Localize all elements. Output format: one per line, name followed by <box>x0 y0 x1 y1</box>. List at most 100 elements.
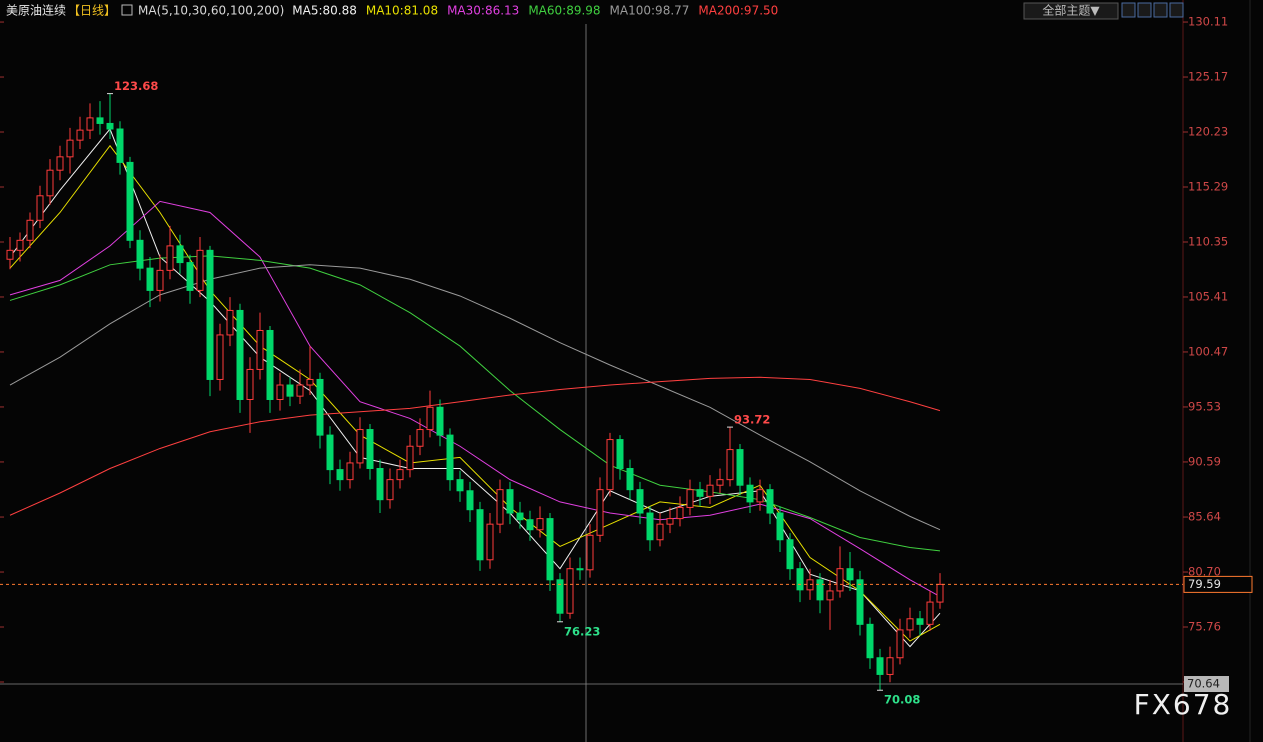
candle-body <box>696 489 704 497</box>
ma-label: MA(5,10,30,60,100,200) <box>138 4 284 18</box>
candle-body <box>746 484 754 503</box>
candle-body <box>816 579 824 601</box>
candle-body <box>166 245 174 271</box>
candle-body <box>886 657 894 675</box>
candle-body <box>756 489 764 503</box>
candle-body <box>396 469 404 481</box>
candle-body <box>276 384 284 400</box>
candle-body <box>596 489 604 536</box>
candle-body <box>506 489 514 514</box>
theme-button-label[interactable]: 全部主题▼ <box>1042 3 1100 18</box>
candle-body <box>836 568 844 592</box>
tool-icon[interactable] <box>1169 2 1184 18</box>
y-tick-label: 75.76 <box>1188 620 1221 634</box>
candle-body <box>26 219 34 241</box>
candle-body <box>646 512 654 541</box>
candle-body <box>766 489 774 514</box>
candle-body <box>636 489 644 514</box>
crosshair-label: 70.64 <box>1187 677 1220 691</box>
extreme-label: 93.72 <box>734 413 770 427</box>
candle-body <box>226 309 234 336</box>
candle-body <box>586 534 594 571</box>
y-tick-label: 85.64 <box>1188 510 1221 524</box>
candle-body <box>536 518 544 531</box>
ma-line <box>9 376 941 516</box>
candle-body <box>486 523 494 561</box>
candle-body <box>206 249 214 380</box>
candle-body <box>36 195 44 221</box>
y-tick-label: 95.53 <box>1188 399 1221 413</box>
candle-body <box>76 129 84 141</box>
candle-body <box>336 469 344 481</box>
candle-body <box>86 117 94 131</box>
candle-body <box>716 479 724 486</box>
candle-body <box>896 629 904 659</box>
candle-body <box>936 583 944 603</box>
candle-body <box>16 239 24 251</box>
candle-body <box>186 262 194 291</box>
candle-body <box>826 590 834 601</box>
y-tick-label: 115.29 <box>1188 180 1228 194</box>
candle-body <box>246 368 254 400</box>
candle-body <box>546 518 554 581</box>
candle-body <box>856 579 864 625</box>
candle-body <box>96 117 104 124</box>
tool-icon[interactable] <box>1121 2 1136 18</box>
candle-body <box>146 267 154 291</box>
candle-body <box>376 468 384 501</box>
candle-body <box>456 479 464 492</box>
candle-body <box>906 618 914 631</box>
candle-body <box>436 406 444 436</box>
candle-body <box>176 245 184 264</box>
candle-body <box>356 429 364 464</box>
settings-icon[interactable] <box>121 4 133 16</box>
legend-entry: MA10:81.08 <box>366 4 438 18</box>
candle-body <box>446 434 454 481</box>
candle-body <box>516 512 524 521</box>
candle-body <box>626 468 634 491</box>
y-tick-label: 120.23 <box>1188 125 1228 139</box>
candle-body <box>416 429 424 447</box>
candle-body <box>296 384 304 397</box>
candle-body <box>846 568 854 581</box>
candle-body <box>366 429 374 470</box>
legend-entry: MA100:98.77 <box>610 4 690 18</box>
candle-body <box>616 439 624 470</box>
ma-line <box>9 264 941 531</box>
legend-entry: MA30:86.13 <box>447 4 519 18</box>
candle-body <box>606 439 614 491</box>
legend-entry: MA200:97.50 <box>698 4 778 18</box>
candle-body <box>566 568 574 614</box>
ma-line <box>9 144 941 642</box>
candle-body <box>726 449 734 481</box>
candle-body <box>56 156 64 171</box>
candle-body <box>256 329 264 370</box>
tool-icon[interactable] <box>1137 2 1152 18</box>
candle-body <box>876 657 884 675</box>
candle-body <box>326 434 334 471</box>
y-tick-label: 130.11 <box>1188 15 1228 29</box>
candle-body <box>866 623 874 659</box>
period-label: 【日线】 <box>68 4 116 18</box>
candle-body <box>136 239 144 269</box>
tool-icon[interactable] <box>1153 2 1168 18</box>
extreme-label: 76.23 <box>564 624 600 638</box>
candle-body <box>216 334 224 380</box>
candle-body <box>736 449 744 486</box>
y-tick-label: 100.47 <box>1188 344 1228 358</box>
y-tick-label: 110.35 <box>1188 234 1228 248</box>
candle-body <box>106 122 114 130</box>
candle-body <box>46 169 54 197</box>
candle-body <box>656 523 664 541</box>
ma-line <box>9 200 941 597</box>
candle-body <box>426 406 434 431</box>
candle-body <box>676 506 684 520</box>
theme-button[interactable] <box>1023 2 1119 20</box>
watermark: FX678 <box>1134 688 1233 721</box>
candle-body <box>796 568 804 591</box>
candle-body <box>666 518 674 525</box>
candle-body <box>306 378 314 386</box>
candle-body <box>686 489 694 508</box>
